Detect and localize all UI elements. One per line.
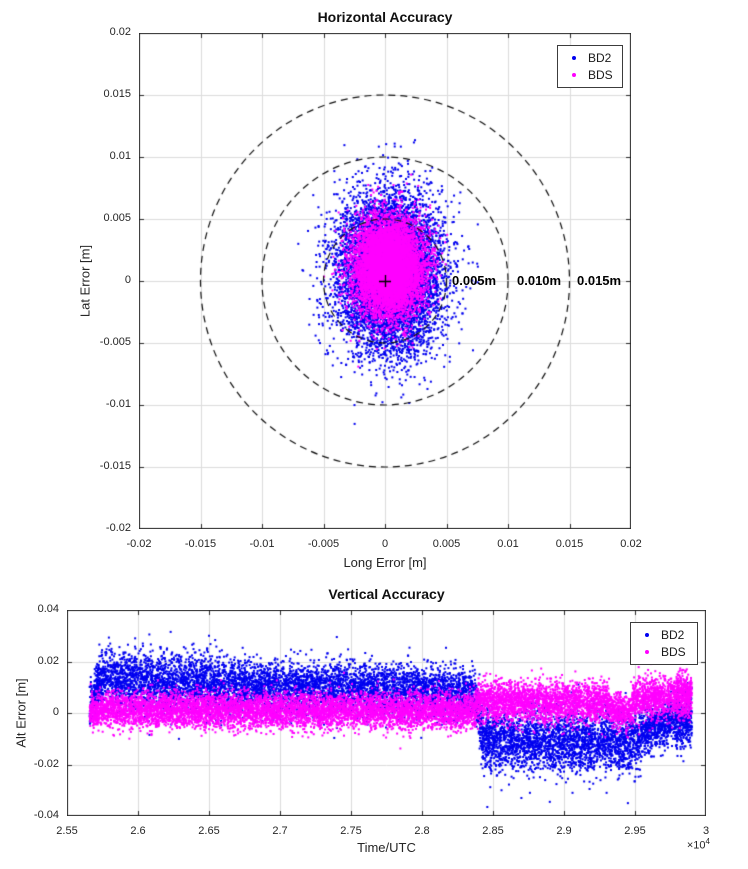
x-tick-label: 2.85 [482, 825, 504, 837]
x-tick-label: 0.015 [555, 538, 584, 550]
vertical-accuracy-chart: Vertical Accuracy Time/UTC Alt Error [m]… [14, 586, 711, 855]
x-tick-label: 0.005 [432, 538, 461, 550]
y-tick-label: -0.02 [105, 522, 131, 534]
circle-radius-label-0010: 0.010m [517, 273, 562, 288]
y-tick-label: -0.01 [105, 398, 131, 410]
x-axis-label: Time/UTC [357, 840, 416, 855]
chart-title: Horizontal Accuracy [317, 9, 453, 25]
chart-title: Vertical Accuracy [328, 586, 445, 602]
vertical-accuracy-plot-area[interactable] [67, 610, 706, 816]
horizontal-accuracy-plot-area[interactable] [139, 33, 631, 529]
y-tick-label: 0.02 [109, 26, 131, 38]
x-tick-label: 0 [381, 538, 389, 550]
y-tick-label: 0 [124, 274, 131, 286]
bds-dot-marker-icon [645, 650, 649, 654]
y-tick-label: -0.005 [99, 336, 131, 348]
bd2-dot-marker-icon [572, 56, 576, 60]
x-tick-label: 2.9 [556, 825, 572, 837]
legend: BD2 BDS [557, 45, 623, 88]
legend-label-bd2: BD2 [588, 51, 612, 65]
legend: BD2 BDS [630, 622, 698, 665]
x-tick-label: -0.01 [249, 538, 275, 550]
bd2-dot-marker-icon [645, 633, 649, 637]
bds-dot-marker-icon [572, 73, 576, 77]
horizontal-accuracy-chart: Horizontal Accuracy Long Error [m] Lat E… [78, 9, 642, 570]
x-tick-label: 2.8 [414, 825, 430, 837]
y-tick-label: 0.01 [109, 150, 131, 162]
x-tick-label: 2.95 [624, 825, 646, 837]
legend-label-bds: BDS [588, 68, 613, 82]
y-tick-label: -0.04 [33, 809, 59, 821]
x-tick-label: 0.02 [620, 538, 642, 550]
x-tick-label: 2.6 [130, 825, 146, 837]
y-tick-label: 0.005 [103, 212, 131, 224]
x-tick-label: 2.55 [56, 825, 78, 837]
legend-item-bd2[interactable]: BD2 [558, 51, 622, 65]
y-tick-label: 0.015 [103, 88, 131, 100]
circle-radius-label-0015: 0.015m [577, 273, 622, 288]
y-tick-label: -0.015 [99, 460, 131, 472]
circle-radius-label-0005: 0.005m [452, 273, 497, 288]
x-tick-label: 2.65 [198, 825, 220, 837]
legend-label-bds: BDS [661, 645, 686, 659]
legend-item-bds[interactable]: BDS [631, 645, 697, 659]
y-tick-label: 0.04 [37, 603, 59, 615]
x-axis-label: Long Error [m] [343, 555, 427, 570]
x-tick-label: 3 [702, 825, 710, 837]
y-tick-label: 0.02 [37, 654, 59, 667]
legend-item-bds[interactable]: BDS [558, 68, 622, 82]
y-tick-label: -0.02 [33, 757, 59, 770]
legend-label-bd2: BD2 [661, 628, 685, 642]
x-axis-exponent-label: ×104 [686, 837, 710, 852]
legend-item-bd2[interactable]: BD2 [631, 628, 697, 642]
x-tick-label: 2.75 [340, 825, 362, 837]
x-tick-label: -0.015 [184, 538, 217, 550]
y-tick-label: 0 [52, 706, 59, 718]
x-tick-label: 2.7 [272, 825, 288, 837]
x-tick-label: -0.005 [307, 538, 340, 550]
x-tick-label: 0.01 [497, 538, 519, 550]
x-tick-label: -0.02 [126, 538, 152, 550]
